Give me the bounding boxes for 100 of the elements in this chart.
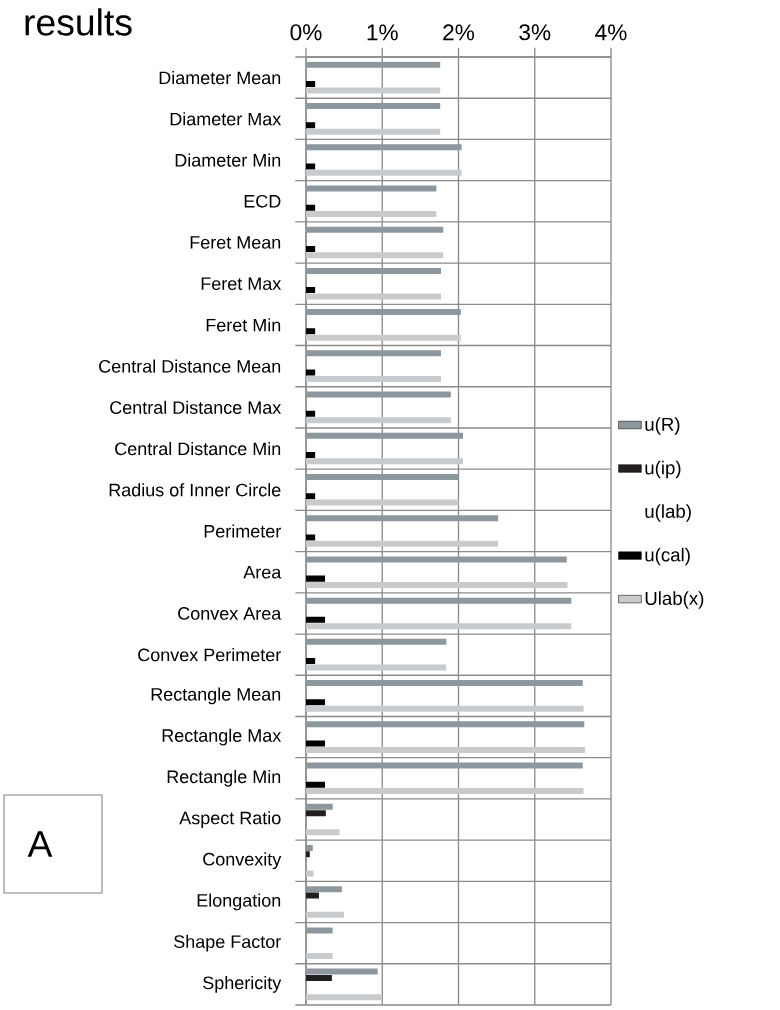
bar — [306, 582, 568, 589]
bar — [306, 391, 451, 398]
bar — [306, 375, 441, 382]
y-tick-label: Central Distance Mean — [99, 359, 281, 373]
bar — [306, 886, 342, 893]
bar — [306, 870, 314, 877]
x-tick-label: 0% — [290, 24, 322, 41]
bar — [306, 410, 316, 417]
y-tick-label: Convex Area — [178, 607, 282, 620]
y-tick-label: Elongation — [197, 893, 281, 911]
bar — [306, 81, 316, 88]
bar — [306, 788, 584, 795]
bar — [306, 829, 340, 836]
bar — [306, 994, 382, 1001]
bar — [306, 61, 441, 68]
y-tick-label: Feret Max — [201, 277, 282, 290]
bar — [306, 680, 583, 687]
bar — [306, 287, 316, 294]
bar — [306, 927, 333, 934]
y-tick-label: Central Distance Max — [110, 400, 282, 414]
bar — [306, 493, 316, 500]
bar — [306, 911, 345, 918]
y-tick-label: Rectangle Min — [167, 769, 281, 787]
legend-label: Ulab(x) — [645, 591, 704, 609]
y-tick-label: Diameter Max — [170, 112, 282, 126]
bar — [306, 810, 326, 817]
y-tick-label: Sphericity — [203, 976, 282, 993]
y-tick-label: Convexity — [203, 852, 282, 870]
y-tick-label: Rectangle Max — [162, 728, 282, 746]
bar — [306, 556, 567, 563]
chart-title: results — [25, 8, 132, 36]
bar — [306, 575, 326, 582]
x-tick-label: 1% — [367, 24, 398, 41]
y-tick-label: Shape Factor — [174, 934, 281, 952]
x-tick-label: 3% — [519, 24, 551, 41]
bar — [306, 350, 441, 357]
bar — [306, 122, 316, 129]
bar — [306, 226, 444, 233]
y-tick-label: Feret Mean — [190, 236, 281, 249]
bar — [306, 952, 333, 959]
y-tick-label: Convex Perimeter — [138, 648, 281, 662]
bar — [306, 267, 441, 274]
bar — [306, 458, 464, 465]
bar — [306, 534, 316, 541]
bar — [306, 968, 378, 975]
bar — [306, 623, 572, 630]
bar — [306, 417, 451, 424]
bar — [306, 638, 447, 645]
bar — [306, 309, 461, 316]
legend-label: u(cal) — [645, 547, 690, 566]
bar — [306, 103, 441, 110]
bar — [306, 87, 441, 94]
bar — [306, 211, 437, 218]
bar — [306, 515, 499, 522]
x-tick-label: 4% — [595, 24, 627, 41]
bar — [306, 128, 441, 135]
x-tick-label: 2% — [443, 24, 475, 41]
bar — [306, 740, 326, 747]
bar — [306, 252, 444, 259]
bar — [306, 144, 462, 151]
bar — [306, 328, 316, 335]
y-tick-label: ECD — [244, 194, 281, 208]
bar — [306, 540, 499, 547]
bar — [306, 334, 461, 341]
bar — [306, 851, 310, 858]
bar — [306, 499, 459, 506]
y-tick-label: Radius of Inner Circle — [109, 483, 281, 497]
y-tick-label: Diameter Mean — [159, 71, 281, 85]
bar — [306, 705, 584, 712]
y-tick-label: Feret Min — [206, 318, 281, 332]
bar — [306, 432, 464, 439]
bar — [306, 781, 326, 788]
bar — [306, 762, 583, 769]
bar — [306, 616, 326, 623]
legend-label: u(ip) — [645, 460, 681, 479]
bar — [306, 892, 319, 899]
text: A — [27, 831, 53, 857]
bar — [306, 185, 437, 192]
bar — [306, 844, 313, 851]
bar — [306, 975, 332, 981]
bar — [306, 597, 572, 604]
bar — [306, 664, 447, 671]
bar — [306, 803, 333, 810]
bar — [306, 293, 441, 300]
bar — [306, 163, 316, 170]
bar — [306, 658, 316, 665]
y-tick-label: Rectangle Mean — [151, 687, 281, 705]
bar — [306, 169, 462, 176]
bar — [306, 451, 316, 458]
bar — [306, 473, 459, 480]
text: u(lab) — [645, 504, 691, 522]
legend-label: u(R) — [645, 417, 680, 435]
bar — [306, 721, 585, 728]
bar — [306, 204, 316, 211]
y-tick-label: Area — [243, 565, 282, 579]
bar — [306, 369, 316, 376]
bar — [306, 699, 326, 706]
y-tick-label: Central Distance Min — [115, 441, 281, 456]
y-tick-label: Aspect Ratio — [179, 811, 281, 828]
y-tick-label: Perimeter — [204, 524, 281, 538]
